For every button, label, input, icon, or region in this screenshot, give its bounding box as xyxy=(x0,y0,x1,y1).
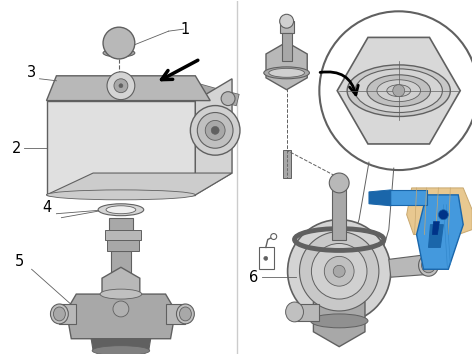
Circle shape xyxy=(119,84,123,88)
Polygon shape xyxy=(46,100,195,195)
Polygon shape xyxy=(91,339,151,351)
Circle shape xyxy=(191,105,240,155)
Ellipse shape xyxy=(103,49,135,57)
Text: 5: 5 xyxy=(15,254,24,269)
Bar xyxy=(280,21,293,33)
Polygon shape xyxy=(407,188,472,235)
Bar xyxy=(332,183,346,240)
Bar xyxy=(283,150,291,178)
Polygon shape xyxy=(428,225,443,247)
Ellipse shape xyxy=(387,85,410,97)
Circle shape xyxy=(319,11,474,170)
Ellipse shape xyxy=(419,255,438,276)
Text: 2: 2 xyxy=(12,141,21,156)
Ellipse shape xyxy=(421,258,436,273)
Ellipse shape xyxy=(180,307,191,321)
Circle shape xyxy=(280,14,293,28)
Polygon shape xyxy=(432,222,439,235)
Ellipse shape xyxy=(92,346,150,355)
Circle shape xyxy=(103,27,135,59)
Ellipse shape xyxy=(310,314,368,328)
Text: 6: 6 xyxy=(249,270,258,285)
Circle shape xyxy=(264,256,268,260)
Polygon shape xyxy=(389,190,427,205)
Ellipse shape xyxy=(46,190,195,200)
Circle shape xyxy=(271,234,277,240)
Polygon shape xyxy=(105,230,141,240)
Ellipse shape xyxy=(50,304,68,324)
Circle shape xyxy=(438,210,448,220)
Polygon shape xyxy=(46,76,210,100)
Bar xyxy=(111,251,131,286)
Polygon shape xyxy=(102,267,140,311)
Polygon shape xyxy=(59,304,76,324)
Polygon shape xyxy=(389,255,430,277)
Circle shape xyxy=(324,256,354,286)
Circle shape xyxy=(393,85,405,97)
Circle shape xyxy=(333,265,345,277)
Circle shape xyxy=(311,244,367,299)
Polygon shape xyxy=(107,240,139,251)
Ellipse shape xyxy=(347,65,450,116)
Polygon shape xyxy=(66,294,175,339)
Ellipse shape xyxy=(106,206,136,214)
Ellipse shape xyxy=(98,204,144,216)
Polygon shape xyxy=(294,304,319,321)
Polygon shape xyxy=(266,42,307,90)
Circle shape xyxy=(288,220,391,323)
Circle shape xyxy=(221,92,235,105)
Ellipse shape xyxy=(367,75,430,106)
Circle shape xyxy=(329,173,349,193)
Bar xyxy=(282,33,292,61)
Circle shape xyxy=(197,113,233,148)
Bar xyxy=(109,218,133,245)
Text: 3: 3 xyxy=(27,65,36,80)
Polygon shape xyxy=(313,287,365,347)
Ellipse shape xyxy=(54,307,65,321)
Ellipse shape xyxy=(286,302,303,322)
Polygon shape xyxy=(46,173,232,195)
Bar xyxy=(259,247,273,269)
Text: 4: 4 xyxy=(42,200,51,215)
Circle shape xyxy=(107,72,135,100)
Ellipse shape xyxy=(176,304,194,324)
Ellipse shape xyxy=(355,69,442,113)
Ellipse shape xyxy=(377,80,420,102)
Ellipse shape xyxy=(264,67,310,79)
Circle shape xyxy=(205,120,225,140)
Circle shape xyxy=(113,301,129,317)
Polygon shape xyxy=(165,304,185,324)
Circle shape xyxy=(211,126,219,134)
Circle shape xyxy=(114,79,128,93)
Ellipse shape xyxy=(100,289,142,299)
Text: 1: 1 xyxy=(181,22,190,37)
Polygon shape xyxy=(337,37,460,144)
Polygon shape xyxy=(195,79,232,195)
Circle shape xyxy=(300,231,379,311)
Ellipse shape xyxy=(269,69,304,77)
Polygon shape xyxy=(417,195,463,269)
Polygon shape xyxy=(369,190,391,206)
